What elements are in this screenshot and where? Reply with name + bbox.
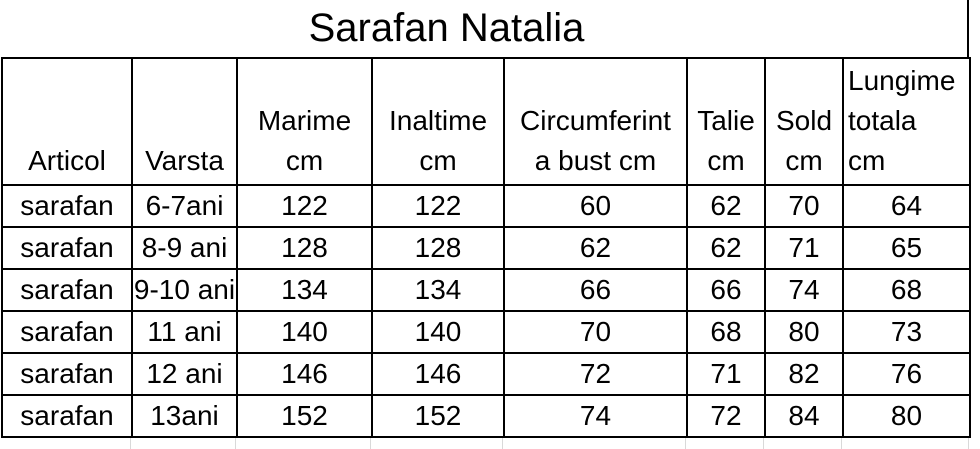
table-cell: sarafan: [1, 184, 133, 228]
gridline-cell: [1, 438, 131, 449]
table-cell: 76: [842, 352, 971, 396]
table-cell: 134: [371, 268, 505, 312]
table-cell: sarafan: [1, 394, 133, 438]
column-header-circumferinta-bust: Circumferint a bust cm: [503, 57, 688, 186]
gridline-cell: [503, 438, 686, 449]
table-row: sarafan 12 ani 146 146 72 71 82 76: [1, 352, 971, 396]
table-cell: sarafan: [1, 352, 133, 396]
table-cell: sarafan: [1, 268, 133, 312]
title-row: Sarafan Natalia: [0, 0, 969, 57]
gridline-cell: [842, 438, 969, 449]
table-row: sarafan 9-10 ani 134 134 66 66 74 68: [1, 268, 971, 312]
table-row: sarafan 6-7ani 122 122 60 62 70 64: [1, 184, 971, 228]
table-cell: 74: [764, 268, 844, 312]
table-cell: sarafan: [1, 310, 133, 354]
gridline-cell: [131, 438, 236, 449]
table-cell: 9-10 ani: [131, 268, 238, 312]
table-row: sarafan 11 ani 140 140 70 68 80 73: [1, 310, 971, 354]
table-cell: 80: [842, 394, 971, 438]
table-cell: 71: [686, 352, 766, 396]
gridline-cell: [236, 438, 371, 449]
table-cell: 72: [503, 352, 688, 396]
table-cell: 8-9 ani: [131, 226, 238, 270]
table-cell: 80: [764, 310, 844, 354]
table-cell: 128: [236, 226, 373, 270]
table-cell: 64: [842, 184, 971, 228]
column-header-lungime-totala: Lungime totala cm: [842, 57, 971, 186]
table-cell: 66: [686, 268, 766, 312]
table-cell: 13ani: [131, 394, 238, 438]
table-cell: 12 ani: [131, 352, 238, 396]
table-cell: 62: [686, 226, 766, 270]
column-header-talie: Talie cm: [686, 57, 766, 186]
table-cell: 140: [371, 310, 505, 354]
header-row: Articol Varsta Marime cm Inaltime cm Cir…: [1, 57, 971, 186]
table-row: sarafan 13ani 152 152 74 72 84 80: [1, 394, 971, 438]
spreadsheet-gridline-strip: [1, 438, 969, 449]
column-header-articol: Articol: [1, 57, 133, 186]
table-cell: 70: [503, 310, 688, 354]
table-cell: 70: [764, 184, 844, 228]
table-cell: 152: [371, 394, 505, 438]
table-cell: 140: [236, 310, 373, 354]
column-header-inaltime: Inaltime cm: [371, 57, 505, 186]
table-cell: 122: [371, 184, 505, 228]
table-cell: 68: [842, 268, 971, 312]
table-cell: 65: [842, 226, 971, 270]
table-cell: 72: [686, 394, 766, 438]
table-cell: 134: [236, 268, 373, 312]
table-row: sarafan 8-9 ani 128 128 62 62 71 65: [1, 226, 971, 270]
table-cell: 62: [686, 184, 766, 228]
page-title: Sarafan Natalia: [308, 6, 585, 50]
table-cell: 66: [503, 268, 688, 312]
gridline-cell: [764, 438, 842, 449]
table-cell: 128: [371, 226, 505, 270]
table-cell: 84: [764, 394, 844, 438]
table-cell: 68: [686, 310, 766, 354]
gridline-cell: [371, 438, 503, 449]
column-header-sold: Sold cm: [764, 57, 844, 186]
table-cell: 6-7ani: [131, 184, 238, 228]
table-cell: 74: [503, 394, 688, 438]
column-header-marime: Marime cm: [236, 57, 373, 186]
table-cell: 146: [371, 352, 505, 396]
table-cell: 11 ani: [131, 310, 238, 354]
table-cell: 73: [842, 310, 971, 354]
table-cell: 152: [236, 394, 373, 438]
table-cell: sarafan: [1, 226, 133, 270]
table-cell: 122: [236, 184, 373, 228]
table-cell: 71: [764, 226, 844, 270]
size-chart-table: Articol Varsta Marime cm Inaltime cm Cir…: [1, 57, 971, 438]
gridline-cell: [686, 438, 764, 449]
table-cell: 146: [236, 352, 373, 396]
table-cell: 62: [503, 226, 688, 270]
table-cell: 82: [764, 352, 844, 396]
table-cell: 60: [503, 184, 688, 228]
column-header-varsta: Varsta: [131, 57, 238, 186]
